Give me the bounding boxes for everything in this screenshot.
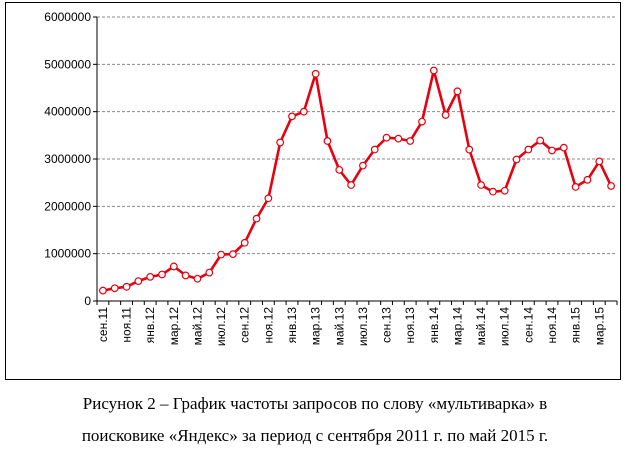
line-chart: 0 1000000 2000000 3000000 4000000 5000000 6000… [44,10,618,346]
x-tick-label: май.12 [190,307,204,346]
data-point [134,277,143,286]
data-point [169,262,178,271]
data-point [110,284,119,293]
x-tick-label: ноя.14 [545,307,559,344]
x-tick-label: июл.14 [498,307,512,346]
x-tick-label: сен.14 [521,307,535,343]
data-point [429,66,438,75]
y-tick-label: 3000000 [44,152,91,166]
y-tick-label: 4000000 [44,105,91,119]
data-point [453,87,462,96]
data-point [323,137,332,145]
data-point [394,134,403,143]
data-point [418,117,426,126]
data-point [311,69,320,78]
x-tick-label: сен.12 [238,307,252,343]
x-tick-label: сен.13 [380,307,394,343]
x-tick-label: янв.15 [569,307,583,344]
data-point [288,112,296,121]
figure-caption: Рисунок 2 – График частоты запросов по с… [0,388,630,452]
x-tick-label: сен.11 [96,307,110,342]
data-point [441,111,450,119]
y-tick-label: 6000000 [44,10,91,24]
data-point [146,272,155,281]
data-point [370,145,379,154]
data-point [536,136,545,145]
data-point [548,146,556,155]
x-tick-label: мар.12 [167,307,181,346]
data-point [477,181,485,189]
data-point [500,186,509,195]
x-tick-label: май.13 [332,307,346,346]
data-point [276,138,285,147]
x-tick-label: мар.15 [592,307,606,346]
data-point [252,214,261,223]
data-point [583,175,592,184]
caption-line-1: Рисунок 2 – График частоты запросов по с… [82,394,548,413]
data-point [205,268,214,277]
data-point [181,271,190,280]
x-tick-label: мар.14 [450,307,464,346]
data-point [524,145,533,154]
data-point [382,133,391,142]
x-tick-label: янв.12 [143,307,157,344]
y-tick-label: 2000000 [44,199,91,213]
data-point [299,107,308,116]
data-point [158,270,166,279]
x-tick-label: янв.14 [427,307,441,344]
x-tick-label: май.14 [474,307,488,346]
y-tick-label: 5000000 [44,57,91,71]
x-tick-label: ноя.13 [403,307,417,344]
data-point [571,183,580,191]
data-point [512,155,521,164]
data-point [559,143,568,152]
x-tick-label: янв.13 [285,307,299,344]
data-point [347,181,355,189]
chart-frame: 0 1000000 2000000 3000000 4000000 5000000 6000… [5,2,621,380]
data-point [607,182,615,190]
y-tick-label: 0 [84,294,91,308]
data-point [359,161,367,170]
data-point [406,137,415,145]
x-tick-label: мар.13 [309,307,323,346]
y-tick-label: 1000000 [44,247,91,261]
data-point [264,194,273,203]
data-point [489,187,497,196]
data-point [595,157,604,166]
caption-line-2: поисковике «Яндекс» за период с сентября… [81,426,549,445]
data-point [335,165,344,174]
data-point [229,250,237,259]
data-point [217,250,225,259]
x-tick-label: ноя.11 [120,307,134,343]
x-tick-label: ноя.12 [261,307,275,344]
x-tick-label: июл.13 [356,307,370,346]
data-point [122,282,131,291]
x-tick-label: июл.12 [214,307,228,346]
data-point [193,274,202,283]
data-point [465,145,474,154]
data-point [240,238,249,247]
data-point [99,286,107,295]
series-line [102,69,613,292]
